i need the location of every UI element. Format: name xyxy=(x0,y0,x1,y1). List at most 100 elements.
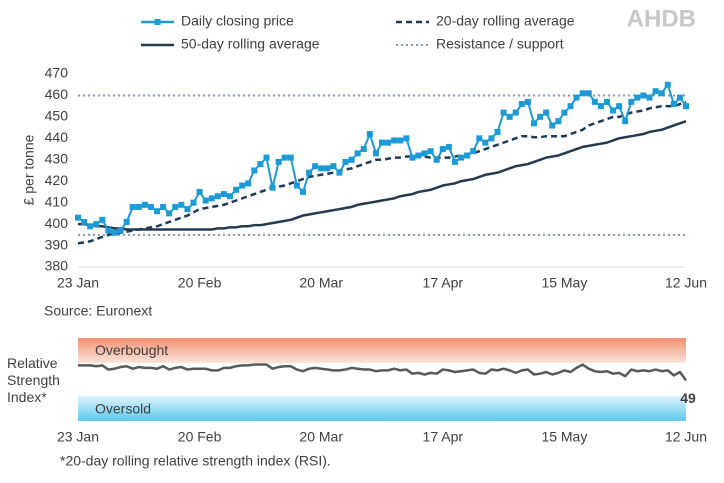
point-marker xyxy=(397,137,404,144)
band xyxy=(78,338,686,363)
x-tick-label: 17 Apr xyxy=(423,429,464,445)
point-marker xyxy=(610,107,617,114)
point-marker xyxy=(445,143,452,150)
point-marker xyxy=(354,150,361,157)
legend-label: 20-day rolling average xyxy=(436,13,575,29)
point-marker xyxy=(640,92,647,99)
band-label: Overbought xyxy=(95,342,168,358)
source: Source: Euronext xyxy=(44,303,152,319)
point-marker xyxy=(245,180,252,187)
legend-marker xyxy=(154,19,161,25)
point-marker xyxy=(239,182,246,189)
legend-label: Resistance / support xyxy=(436,36,564,52)
point-marker xyxy=(464,152,471,159)
point-marker xyxy=(87,223,94,230)
point-marker xyxy=(622,118,629,125)
point-marker xyxy=(220,191,227,198)
point-marker xyxy=(147,203,154,210)
point-marker xyxy=(293,182,300,189)
point-marker xyxy=(196,188,203,195)
point-marker xyxy=(482,139,489,146)
point-marker xyxy=(336,169,343,176)
x-tick-label: 12 Jun xyxy=(665,429,707,445)
point-marker xyxy=(391,137,398,144)
point-marker xyxy=(433,156,440,163)
point-marker xyxy=(379,139,385,146)
point-marker xyxy=(628,98,635,105)
point-marker xyxy=(470,148,477,155)
point-marker xyxy=(591,98,598,105)
point-marker xyxy=(524,98,531,105)
point-marker xyxy=(312,163,319,170)
point-marker xyxy=(227,193,233,200)
y-tick-label: 450 xyxy=(45,108,69,124)
x-tick-label: 20 Mar xyxy=(299,429,343,445)
point-marker xyxy=(549,122,556,129)
point-marker xyxy=(531,120,537,127)
point-marker xyxy=(664,81,671,88)
point-marker xyxy=(111,229,118,236)
point-marker xyxy=(342,158,349,165)
point-marker xyxy=(658,90,665,97)
point-marker xyxy=(257,161,264,168)
point-marker xyxy=(135,203,142,210)
point-marker xyxy=(190,199,197,206)
x-tick-label: 15 May xyxy=(541,275,587,291)
series-line xyxy=(78,363,688,382)
point-marker xyxy=(555,118,562,125)
y-tick-label: 410 xyxy=(45,193,69,209)
point-marker xyxy=(166,210,173,217)
series-line xyxy=(78,120,687,231)
y-tick-label: 400 xyxy=(45,215,69,231)
point-marker xyxy=(518,101,525,108)
point-marker xyxy=(99,216,106,223)
x-tick-label: 17 Apr xyxy=(423,275,464,291)
point-marker xyxy=(603,98,610,105)
point-marker xyxy=(141,201,148,208)
point-marker xyxy=(330,163,337,170)
point-marker xyxy=(93,221,100,228)
x-tick-label: 15 May xyxy=(541,429,587,445)
point-marker xyxy=(385,139,392,146)
x-tick-label: 20 Feb xyxy=(178,429,222,445)
point-marker xyxy=(348,156,355,163)
point-marker xyxy=(251,167,258,174)
band-label: Oversold xyxy=(95,400,151,416)
point-marker xyxy=(512,109,519,116)
point-marker xyxy=(324,165,331,172)
y-tick-label: 470 xyxy=(45,65,69,81)
point-marker xyxy=(208,195,215,202)
point-marker xyxy=(129,203,136,210)
y-tick-label: 380 xyxy=(45,258,69,274)
point-marker xyxy=(123,218,130,225)
point-marker xyxy=(360,146,367,153)
point-marker xyxy=(506,113,513,120)
y-tick-label: 430 xyxy=(45,150,69,166)
point-marker xyxy=(275,158,282,165)
point-marker xyxy=(184,206,191,213)
y-tick-label: 460 xyxy=(45,86,69,102)
point-marker xyxy=(233,186,240,193)
point-marker xyxy=(597,103,604,110)
series-line xyxy=(77,100,687,245)
y-tick-label: 420 xyxy=(45,172,69,188)
point-marker xyxy=(458,154,465,161)
point-marker xyxy=(403,135,410,142)
point-marker xyxy=(573,94,580,101)
point-marker xyxy=(281,154,288,161)
point-marker xyxy=(543,109,550,116)
point-marker xyxy=(634,94,641,101)
point-marker xyxy=(476,135,483,142)
point-marker xyxy=(117,227,124,234)
legend-label: 50-day rolling average xyxy=(181,36,320,52)
point-marker xyxy=(579,90,586,97)
point-marker xyxy=(409,154,416,161)
point-marker xyxy=(421,150,428,157)
legend-label: Daily closing price xyxy=(181,13,294,29)
point-marker xyxy=(202,197,209,204)
point-marker xyxy=(269,184,276,191)
footnote: *20-day rolling relative strength index … xyxy=(60,453,331,469)
point-marker xyxy=(178,201,185,208)
point-marker xyxy=(488,135,495,142)
